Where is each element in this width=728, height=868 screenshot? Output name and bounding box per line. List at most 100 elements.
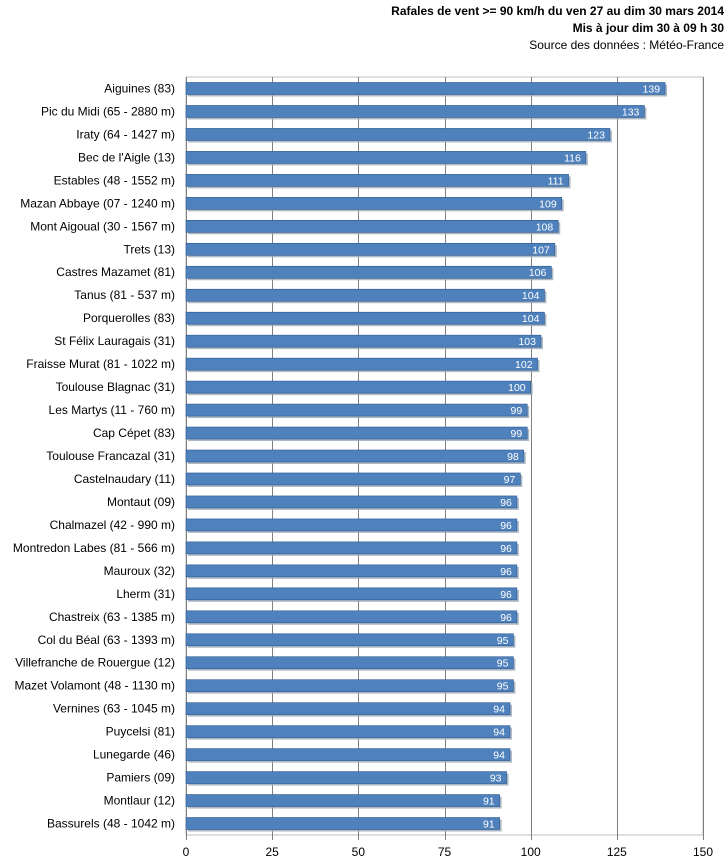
category-label: Vernines (63 - 1045 m) bbox=[53, 702, 175, 716]
bar-value-label: 106 bbox=[529, 267, 547, 279]
category-label: Mazan Abbaye (07 - 1240 m) bbox=[20, 196, 175, 210]
bar-value-label: 99 bbox=[511, 428, 523, 440]
bar-value-label: 104 bbox=[522, 290, 540, 302]
bar bbox=[185, 311, 545, 325]
bar-value-label: 108 bbox=[536, 221, 554, 233]
category-label: Fraisse Murat (81 - 1022 m) bbox=[26, 357, 175, 371]
bar bbox=[185, 220, 559, 233]
x-tick-label: 125 bbox=[607, 845, 627, 859]
category-label: Montaut (09) bbox=[107, 495, 175, 509]
category-label: Mont Aigoual (30 - 1567 m) bbox=[30, 219, 175, 233]
update-time-line: Mis à jour dim 30 à 09 h 30 bbox=[572, 21, 724, 35]
data-source-line: Source des données : Météo-France bbox=[529, 38, 724, 52]
bar bbox=[185, 702, 511, 715]
bar bbox=[185, 403, 528, 417]
x-tick-label: 25 bbox=[265, 845, 279, 859]
bar-value-label: 95 bbox=[497, 681, 509, 693]
bar-value-label: 96 bbox=[500, 497, 512, 509]
category-label: Toulouse Blagnac (31) bbox=[56, 380, 175, 394]
bar bbox=[185, 495, 518, 509]
bar bbox=[185, 541, 518, 555]
bar-value-label: 103 bbox=[518, 336, 536, 348]
bar bbox=[185, 242, 556, 256]
x-tick-label: 100 bbox=[521, 845, 541, 859]
category-label: Tanus (81 - 537 m) bbox=[74, 288, 175, 302]
category-label: Cap Cépet (83) bbox=[93, 426, 175, 440]
chart-title-line: Rafales de vent >= 90 km/h du ven 27 au … bbox=[391, 4, 724, 18]
bar-value-label: 102 bbox=[515, 359, 533, 371]
category-label: Pic du Midi (65 - 2880 m) bbox=[41, 104, 175, 118]
bar-value-label: 109 bbox=[539, 198, 557, 210]
bar bbox=[185, 357, 538, 371]
bar bbox=[185, 656, 514, 670]
bar bbox=[185, 380, 531, 394]
bar-value-label: 107 bbox=[532, 244, 550, 256]
category-label: St Félix Lauragais (31) bbox=[54, 334, 175, 348]
category-label: Lherm (31) bbox=[116, 587, 175, 601]
category-label: Chastreix (63 - 1385 m) bbox=[49, 610, 175, 624]
bar bbox=[185, 82, 666, 95]
bar bbox=[185, 518, 518, 532]
x-tick-label: 150 bbox=[693, 845, 713, 859]
bar bbox=[185, 817, 500, 830]
bar-value-label: 96 bbox=[500, 520, 512, 532]
bar bbox=[185, 725, 511, 738]
category-label: Villefranche de Rouergue (12) bbox=[15, 656, 175, 670]
bar bbox=[185, 564, 518, 578]
category-label: Estables (48 - 1552 m) bbox=[54, 173, 175, 187]
category-label: Castres Mazamet (81) bbox=[56, 265, 175, 279]
bar bbox=[185, 426, 528, 440]
category-label: Aiguines (83) bbox=[104, 81, 175, 95]
category-label: Castelnaudary (11) bbox=[74, 472, 175, 486]
bar-value-label: 96 bbox=[500, 543, 512, 555]
bar bbox=[185, 288, 545, 302]
bar bbox=[185, 587, 518, 601]
bar-value-label: 100 bbox=[508, 382, 526, 394]
bar bbox=[185, 633, 514, 647]
category-label: Bassurels (48 - 1042 m) bbox=[47, 817, 175, 831]
category-label: Mazet Volamont (48 - 1130 m) bbox=[14, 679, 175, 693]
bar-value-label: 91 bbox=[483, 796, 495, 808]
bar-value-label: 94 bbox=[493, 704, 505, 716]
x-tick-label: 50 bbox=[352, 845, 366, 859]
bar-value-label: 104 bbox=[522, 313, 540, 325]
bar-value-label: 91 bbox=[483, 819, 495, 831]
bar bbox=[185, 105, 645, 118]
bar-value-label: 96 bbox=[500, 612, 512, 624]
bar-value-label: 97 bbox=[504, 474, 516, 486]
bar bbox=[185, 128, 611, 141]
bar-value-label: 95 bbox=[497, 635, 509, 647]
bar bbox=[185, 197, 562, 210]
category-label: Montredon Labes (81 - 566 m) bbox=[13, 541, 175, 555]
bar bbox=[185, 265, 552, 279]
category-label: Iraty (64 - 1427 m) bbox=[76, 127, 175, 141]
bar bbox=[185, 679, 514, 692]
bar bbox=[185, 151, 587, 164]
category-label: Toulouse Francazal (31) bbox=[46, 449, 175, 463]
bar bbox=[185, 794, 500, 807]
category-label: Pamiers (09) bbox=[106, 771, 175, 785]
bar-value-label: 94 bbox=[493, 727, 505, 739]
category-label: Mauroux (32) bbox=[104, 564, 175, 578]
bar-value-label: 96 bbox=[500, 566, 512, 578]
bar bbox=[185, 334, 542, 348]
category-label: Porquerolles (83) bbox=[83, 311, 175, 325]
category-label: Les Martys (11 - 760 m) bbox=[49, 403, 175, 417]
x-tick-label: 75 bbox=[438, 845, 452, 859]
bar-value-label: 139 bbox=[643, 83, 661, 95]
bar bbox=[185, 610, 518, 624]
bar bbox=[185, 472, 521, 486]
category-label: Bec de l'Aigle (13) bbox=[78, 150, 175, 164]
bar bbox=[185, 449, 525, 463]
bar-value-label: 93 bbox=[490, 773, 502, 785]
x-tick-label: 0 bbox=[183, 845, 190, 859]
bar bbox=[185, 771, 507, 784]
bar-value-label: 96 bbox=[500, 589, 512, 601]
category-label: Montlaur (12) bbox=[104, 794, 175, 808]
bar-value-label: 95 bbox=[497, 658, 509, 670]
bar-value-label: 111 bbox=[548, 175, 564, 187]
bar-value-label: 133 bbox=[622, 106, 640, 118]
category-label: Puycelsi (81) bbox=[106, 725, 175, 739]
bar-value-label: 116 bbox=[564, 152, 581, 164]
